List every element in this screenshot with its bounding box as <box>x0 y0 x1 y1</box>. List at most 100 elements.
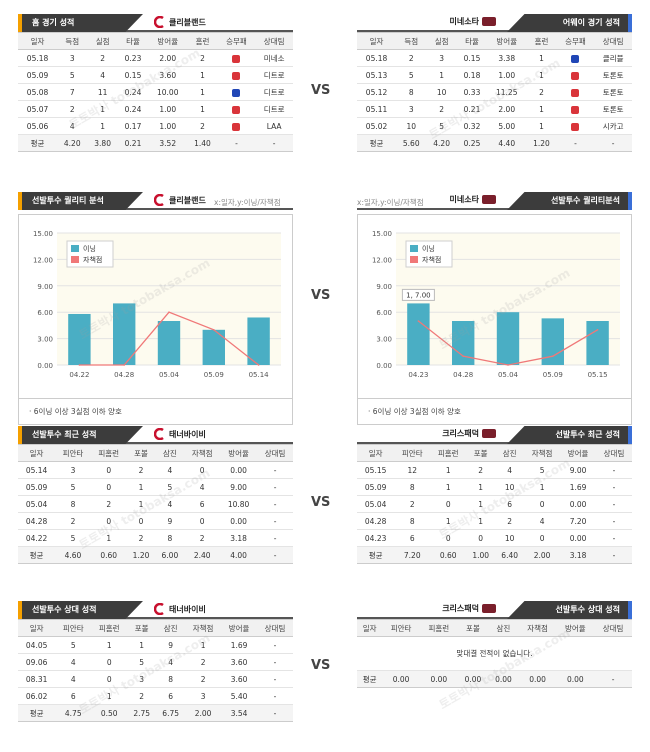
table-cell: 05.09 <box>18 478 56 496</box>
table-cell: 0 <box>90 478 127 496</box>
earned-runs-point <box>417 320 420 322</box>
quality-chart-svg: 0.00 3.00 6.00 9.00 12.00 15.00 04.22 04.28 05.0… <box>33 230 281 379</box>
legend-er-label: 자책점 <box>83 255 102 264</box>
result-cell <box>556 83 595 101</box>
empty-row: 맞대결 전적이 없습니다. <box>357 636 632 671</box>
win-badge-icon <box>571 122 580 131</box>
table-cell: 0 <box>524 495 561 513</box>
table-cell: 3 <box>57 49 88 67</box>
column-header: 삼진 <box>155 444 185 462</box>
column-header: 방어율 <box>221 619 258 637</box>
table-cell: 0 <box>90 461 127 479</box>
table-cell: 1 <box>90 529 127 547</box>
table-cell: - <box>257 653 293 671</box>
y-tick-label: 6.00 <box>376 309 392 317</box>
column-header: 일자 <box>357 444 395 462</box>
legend-er-label: 자책점 <box>422 255 441 264</box>
table-cell: 4.00 <box>220 546 258 564</box>
away-record-panel: 어웨이 경기 성적 미네소타 일자 득점 실점 타율 방어율 홈런 승무패 상대팀 05.18… <box>357 14 632 152</box>
panel-title: 홈 경기 성적 <box>18 14 143 32</box>
table-cell: 1 <box>185 636 222 654</box>
table-cell: 3.18 <box>560 546 597 564</box>
table-cell: 3 <box>185 687 222 705</box>
win-badge-icon <box>232 54 241 63</box>
panel-title: 선발투수 최근 성적 <box>18 426 143 444</box>
table-cell: 3 <box>426 49 457 67</box>
earned-runs-point <box>78 364 81 366</box>
chart-note: · 6이닝 이상 3실점 이하 양호 <box>357 399 632 425</box>
minnesota-logo-icon <box>482 604 496 613</box>
y-tick-label: 9.00 <box>376 283 392 291</box>
table-cell: 05.18 <box>357 49 397 67</box>
table-row: 05.06 4 1 0.17 1.00 2 LAA <box>18 117 293 135</box>
earned-runs-point <box>596 329 599 331</box>
y-tick-label: 9.00 <box>37 283 53 291</box>
table-cell: 1 <box>91 636 128 654</box>
y-tick-label: 3.00 <box>376 336 392 344</box>
column-header: 피홈런 <box>91 619 128 637</box>
cleveland-logo-icon <box>153 15 166 29</box>
table-cell: 05.18 <box>18 49 58 67</box>
pitcher-versus-table: 일자 피안타 피홈런 포볼 삼진 자책점 방어율 상대팀 맞대결 전적이 없습니다. 평균 0.… <box>357 619 632 688</box>
average-row: 평균 5.60 4.20 0.25 4.40 1.20- - <box>357 134 632 152</box>
table-cell: 0.00 <box>382 670 420 688</box>
table-cell: 3 <box>127 670 157 688</box>
cleveland-logo-icon <box>153 193 166 207</box>
minnesota-logo-icon <box>482 17 496 26</box>
column-header: 삼진 <box>495 444 525 462</box>
pitcher-recent-panel-right: 선발투수 최근 성적 크리스패덕 일자 피안타 피홈런 포볼 삼진 자책점 방어율 상대팀 0… <box>357 426 632 564</box>
table-cell: 2.00 <box>487 100 527 118</box>
table-cell: 0 <box>184 461 221 479</box>
column-header: 방어율 <box>220 444 258 462</box>
table-cell: 0.00 <box>556 670 595 688</box>
chart-note: · 6이닝 이상 3실점 이하 양호 <box>18 399 293 425</box>
column-header: 홈런 <box>526 32 557 50</box>
team-label: 클리블랜드 <box>153 193 206 207</box>
table-cell: 7 <box>57 83 88 101</box>
cleveland-logo-icon <box>153 602 166 616</box>
table-cell: 6.75 <box>156 704 186 722</box>
column-header: 홈런 <box>187 32 218 50</box>
table-cell: 08.31 <box>18 670 56 688</box>
column-header: 승무패 <box>217 32 256 50</box>
table-cell: 7.20 <box>394 546 431 564</box>
table-cell: 0.60 <box>90 546 127 564</box>
panel-title: 선발투수 상대 성적 <box>18 601 143 619</box>
column-header: 피안타 <box>382 619 420 637</box>
table-cell: 2 <box>55 512 91 530</box>
table-cell: 3 <box>396 100 427 118</box>
column-header: 피홈런 <box>430 444 467 462</box>
table-cell: 0.32 <box>456 117 488 135</box>
table-cell: 1.20 <box>126 546 156 564</box>
table-cell: 4.20 <box>426 134 457 152</box>
table-cell: 8 <box>394 478 431 496</box>
win-badge-icon <box>232 122 241 131</box>
result-cell <box>556 100 595 118</box>
table-cell: 5.40 <box>221 687 258 705</box>
table-cell: 3.80 <box>87 134 118 152</box>
table-cell: 디트로 <box>255 100 293 118</box>
earned-runs-point <box>168 311 170 313</box>
table-cell: 0.18 <box>456 66 488 84</box>
table-cell: 2.00 <box>524 546 561 564</box>
table-cell: 05.15 <box>357 461 395 479</box>
table-cell: 미네소 <box>255 49 293 67</box>
table-cell: 0.00 <box>518 670 557 688</box>
table-cell: 0 <box>184 512 221 530</box>
table-cell: - <box>217 134 256 152</box>
column-header: 일자 <box>18 444 56 462</box>
pitcher-recent-table: 일자 피안타 피홈런 포볼 삼진 자책점 방어율 상대팀 05.15 12 1 2 4 5 9.00-05… <box>357 444 632 564</box>
panel-title: 선발투수 퀄리티 분석 <box>18 192 143 210</box>
table-cell: 0.23 <box>117 49 149 67</box>
x-tick-label: 04.22 <box>69 371 89 379</box>
vs-label: VS <box>311 83 331 98</box>
table-row: 05.09 8 1 1 10 1 1.69- <box>357 478 632 496</box>
column-header: 포볼 <box>126 444 156 462</box>
column-header: 실점 <box>87 32 118 50</box>
table-cell: 0 <box>90 512 127 530</box>
table-cell: 0.00 <box>560 495 597 513</box>
table-cell: 11.25 <box>487 83 527 101</box>
table-cell: 3.18 <box>220 529 258 547</box>
table-row: 04.05 5 1 1 9 1 1.69- <box>18 636 293 654</box>
table-cell: 1 <box>466 495 496 513</box>
